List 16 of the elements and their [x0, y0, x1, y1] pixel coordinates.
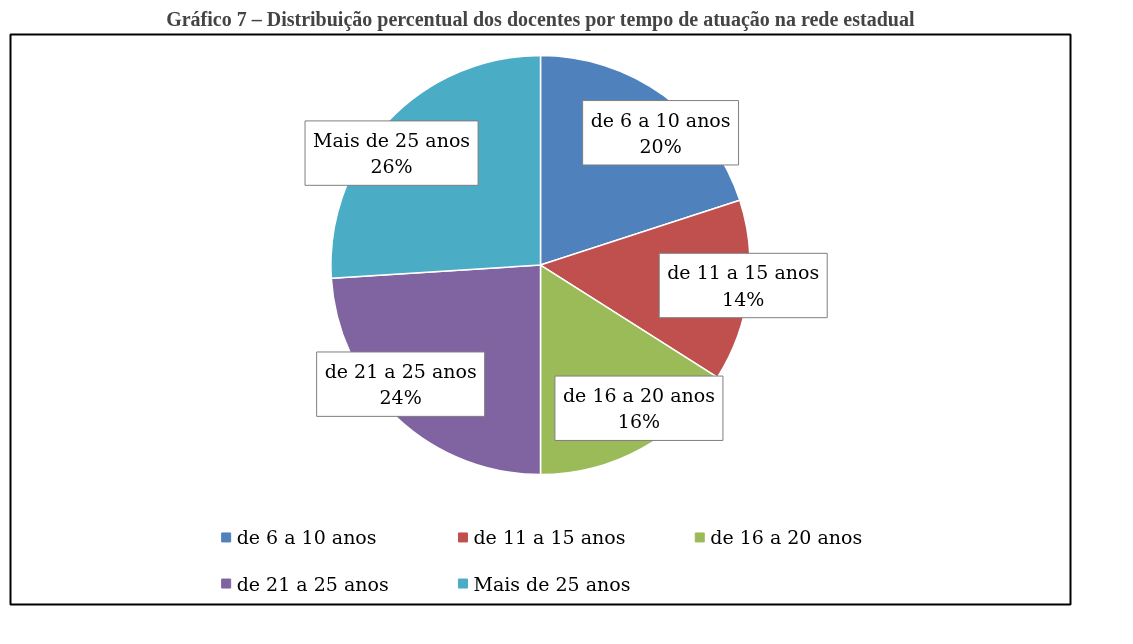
chart-title: Gráfico 7 – Distribuição percentual dos docentes por tempo de atuação na rede estadual: [166, 7, 915, 31]
slice-label: de 21 a 25 anos: [324, 359, 477, 382]
slice-label: de 11 a 15 anos: [667, 261, 820, 284]
data-label: 14%: [722, 287, 765, 310]
slice-label: de 16 a 20 anos: [562, 384, 715, 407]
data-label: 24%: [379, 386, 422, 409]
slice-label: de 6 a 10 anos: [590, 108, 731, 131]
legend-label: Mais de 25 anos: [473, 572, 631, 595]
data-label: 16%: [617, 410, 661, 433]
legend-label: de 21 a 25 anos: [236, 572, 389, 595]
legend-label: de 16 a 20 anos: [710, 526, 863, 549]
data-label: 26%: [370, 155, 413, 178]
legend-label: de 11 a 15 anos: [473, 526, 626, 549]
slice-label: Mais de 25 anos: [313, 128, 471, 151]
data-label: 20%: [639, 134, 682, 157]
legend-label: de 6 a 10 anos: [236, 526, 377, 549]
